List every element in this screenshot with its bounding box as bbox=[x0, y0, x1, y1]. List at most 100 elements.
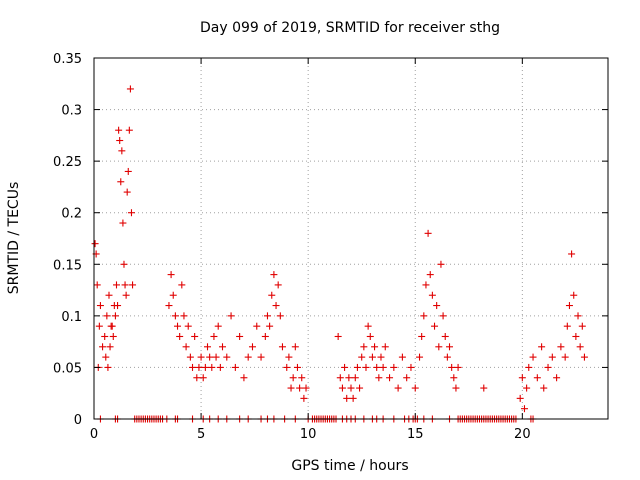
data-point bbox=[398, 353, 406, 361]
data-point bbox=[276, 312, 284, 320]
data-point bbox=[105, 291, 113, 299]
data-point bbox=[336, 374, 344, 382]
y-tick-label: 0.15 bbox=[53, 258, 82, 273]
data-point bbox=[169, 291, 177, 299]
data-point bbox=[371, 343, 379, 351]
data-point bbox=[204, 343, 212, 351]
data-point bbox=[96, 302, 104, 310]
data-point bbox=[347, 384, 355, 392]
data-point bbox=[189, 363, 197, 371]
data-point bbox=[214, 322, 222, 330]
data-point bbox=[293, 363, 301, 371]
data-point bbox=[115, 126, 123, 134]
data-points bbox=[91, 85, 588, 423]
data-point bbox=[341, 363, 349, 371]
chart-title: Day 099 of 2019, SRMTID for receiver sth… bbox=[200, 20, 500, 36]
data-point bbox=[520, 405, 528, 413]
data-point bbox=[565, 302, 573, 310]
data-point bbox=[268, 291, 276, 299]
data-point bbox=[302, 384, 310, 392]
data-point bbox=[345, 374, 353, 382]
data-point bbox=[300, 394, 308, 402]
data-point bbox=[103, 312, 111, 320]
data-point bbox=[285, 353, 293, 361]
data-point bbox=[176, 332, 184, 340]
data-point bbox=[102, 353, 110, 361]
data-point bbox=[580, 353, 588, 361]
data-point bbox=[426, 271, 434, 279]
data-point bbox=[195, 363, 203, 371]
data-point bbox=[101, 332, 109, 340]
data-point bbox=[257, 353, 265, 361]
data-point bbox=[431, 322, 439, 330]
data-point bbox=[437, 260, 445, 268]
data-point bbox=[186, 353, 194, 361]
data-point bbox=[561, 353, 569, 361]
data-point bbox=[206, 353, 214, 361]
data-point bbox=[253, 322, 261, 330]
data-point bbox=[283, 363, 291, 371]
y-axis-label: SRMTID / TECUs bbox=[6, 182, 22, 295]
data-point bbox=[563, 322, 571, 330]
data-point bbox=[411, 384, 419, 392]
data-point bbox=[540, 384, 548, 392]
data-point bbox=[193, 374, 201, 382]
data-point bbox=[557, 343, 565, 351]
data-point bbox=[574, 312, 582, 320]
y-tick-label: 0.1 bbox=[61, 310, 82, 325]
data-point bbox=[373, 363, 381, 371]
y-tick-labels: 0 0.05 0.1 0.15 0.2 0.25 0.3 0.35 bbox=[53, 52, 82, 428]
data-point bbox=[570, 291, 578, 299]
data-point bbox=[428, 291, 436, 299]
data-point bbox=[95, 322, 103, 330]
data-point bbox=[375, 374, 383, 382]
data-point bbox=[386, 374, 394, 382]
data-point bbox=[244, 353, 252, 361]
data-point bbox=[364, 322, 372, 330]
data-point bbox=[435, 343, 443, 351]
data-point bbox=[261, 332, 269, 340]
x-tick-label: 15 bbox=[407, 427, 424, 442]
data-point bbox=[210, 332, 218, 340]
data-point bbox=[578, 322, 586, 330]
data-point bbox=[548, 353, 556, 361]
data-point bbox=[334, 332, 342, 340]
data-point bbox=[452, 384, 460, 392]
data-point bbox=[443, 353, 451, 361]
data-point bbox=[117, 178, 125, 186]
y-tick-label: 0.35 bbox=[53, 52, 82, 67]
data-point bbox=[266, 322, 274, 330]
x-tick-labels: 0 5 10 15 20 bbox=[90, 427, 531, 442]
data-point bbox=[366, 332, 374, 340]
data-point bbox=[576, 343, 584, 351]
data-point bbox=[523, 384, 531, 392]
data-point bbox=[448, 363, 456, 371]
data-point bbox=[424, 229, 432, 237]
data-point bbox=[216, 363, 224, 371]
data-point bbox=[446, 343, 454, 351]
data-point bbox=[240, 374, 248, 382]
data-point bbox=[454, 363, 462, 371]
data-point bbox=[394, 384, 402, 392]
data-point bbox=[572, 332, 580, 340]
data-point bbox=[368, 353, 376, 361]
data-point bbox=[480, 384, 488, 392]
x-tick-label: 20 bbox=[514, 427, 531, 442]
data-point bbox=[418, 332, 426, 340]
data-point bbox=[167, 271, 175, 279]
data-point bbox=[120, 260, 128, 268]
data-point bbox=[231, 363, 239, 371]
data-point bbox=[125, 126, 133, 134]
data-point bbox=[441, 332, 449, 340]
data-point bbox=[180, 312, 188, 320]
data-point bbox=[291, 343, 299, 351]
y-tick-label: 0.05 bbox=[53, 361, 82, 376]
data-point bbox=[124, 167, 132, 175]
data-point bbox=[248, 343, 256, 351]
data-point bbox=[199, 374, 207, 382]
x-axis-label: GPS time / hours bbox=[291, 458, 408, 474]
x-tick-label: 5 bbox=[197, 427, 205, 442]
data-point bbox=[358, 353, 366, 361]
data-point bbox=[439, 312, 447, 320]
data-point bbox=[104, 363, 112, 371]
